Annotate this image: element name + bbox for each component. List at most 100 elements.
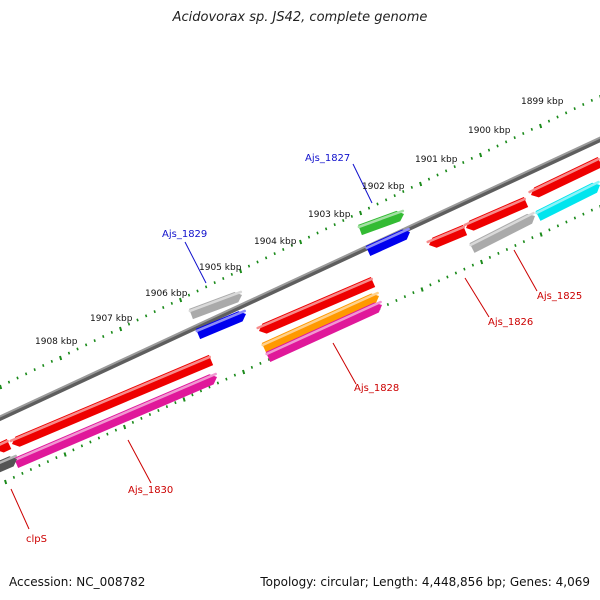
genome-summary: Topology: circular; Length: 4,448,856 bp… [260,575,590,589]
scale-forward-tick [153,310,156,314]
scale-forward-tick [84,343,88,347]
scale-forward-tick [419,181,423,187]
scale-forward-tick [93,339,96,343]
backbone-line [0,136,600,422]
scale-forward-tick [273,252,276,256]
scale-forward-tick [556,115,559,119]
scale-forward-tick [487,148,491,152]
scale-reverse-tick [216,381,220,385]
gene-ajs-1830 [9,354,214,447]
gene-label: clpS [26,534,47,545]
gene-ajs-1828 [256,276,376,334]
scale-forward-tick [179,297,183,303]
gene-label: Ajs_1829 [162,229,207,240]
scale-reverse-tick [573,216,577,220]
scale-forward-tick [24,372,28,376]
scale-reverse-tick [131,420,135,424]
leader-ajs-1826 [464,277,490,318]
scale-forward-tick [187,293,191,297]
scale-forward-tick [299,239,303,245]
scale-label: 1905 kbp [199,263,242,273]
scale-forward-tick [393,194,396,198]
scale-forward-tick [239,268,243,274]
scale-reverse-tick [4,479,8,485]
gene-red-upper [528,157,600,198]
leader-ajs-1825 [513,249,538,292]
gene-magenta-1 [265,300,382,363]
scale-reverse-tick [386,302,390,306]
scale-reverse-tick [463,267,466,271]
scale-reverse-tick [29,467,33,471]
scale-reverse-tick [233,373,237,377]
scale-reverse-tick [505,247,509,251]
scale-reverse-tick [157,409,160,413]
scale-forward-tick [50,359,53,363]
gene-label: Ajs_1827 [305,153,350,164]
scale-reverse-tick [267,357,271,361]
scale-forward-tick [436,173,439,177]
gene-blue-2-body [195,311,246,340]
scale-reverse-tick [548,228,551,232]
scale-reverse-tick [403,295,407,299]
scale-forward-tick [7,380,11,384]
scale-forward-tick [264,256,268,260]
gene-ajs-1828-shine [256,277,373,330]
scale-reverse-tick [80,444,84,448]
scale-reverse-tick [471,263,475,267]
scale-label: 1901 kbp [415,155,458,165]
scale-forward-tick [453,165,456,169]
gene-blue-1-body [365,229,410,257]
scale-label: 1906 kbp [145,289,188,299]
scale-forward-tick [359,210,363,216]
gene-orange [261,291,379,354]
gene-cyan-body [535,182,600,221]
gene-clps [0,439,12,453]
scale-forward-tick [470,156,473,160]
scale-reverse-tick [148,412,152,416]
scale-reverse-tick [539,232,543,237]
gene-ajs-1827 [357,209,405,236]
scale-label: 1900 kbp [468,126,511,136]
gene-orange-shine [261,291,379,347]
scale-reverse-tick [106,432,109,436]
scale-forward-tick [67,351,71,355]
gene-magenta-2 [13,372,217,469]
scale-labels: 1899 kbp 1900 kbp 1901 kbp 1902 kbp 1903 kbp… [35,97,564,347]
gene-label: Ajs_1828 [354,383,399,394]
scale-label: 1904 kbp [254,237,297,247]
scale-forward-tick [16,376,19,380]
scale-reverse-tick [165,405,169,409]
scale-reverse-tick [488,255,492,259]
gene-label: Ajs_1826 [488,317,533,328]
scale-forward-tick [496,144,499,148]
gene-magenta-1-shine [265,300,382,356]
gene-ajs-1826-shine [463,197,526,227]
scale-reverse-tick [174,401,177,405]
scale-forward-tick [479,152,483,158]
scale-forward-tick [384,198,388,202]
scale-forward-tick [307,235,311,239]
scale-forward-tick [59,355,63,361]
scale-label: 1903 kbp [308,210,351,220]
scale-reverse-tick [123,424,127,430]
scale-forward-tick [230,272,233,276]
scale-reverse-tick [63,452,67,457]
scale-reverse-tick [437,279,441,283]
scale-reverse-dots [4,205,600,485]
scale-forward-tick [127,322,131,326]
scale-forward-tick [342,219,345,223]
gene-blue-1 [365,227,410,257]
scale-forward-tick [402,190,405,194]
scale-label: 1908 kbp [35,337,78,347]
scale-reverse-tick [114,428,118,432]
scale-reverse-tick [522,240,526,244]
scale-forward-tick [582,103,585,107]
scale-forward-tick [427,177,431,181]
scale-forward-tick [462,161,465,165]
scale-forward-tick [136,318,139,322]
gene-ajs-1829-body [189,291,242,320]
scale-forward-tick [170,301,173,305]
scale-reverse-tick [531,236,534,240]
scale-forward-tick [444,169,448,173]
